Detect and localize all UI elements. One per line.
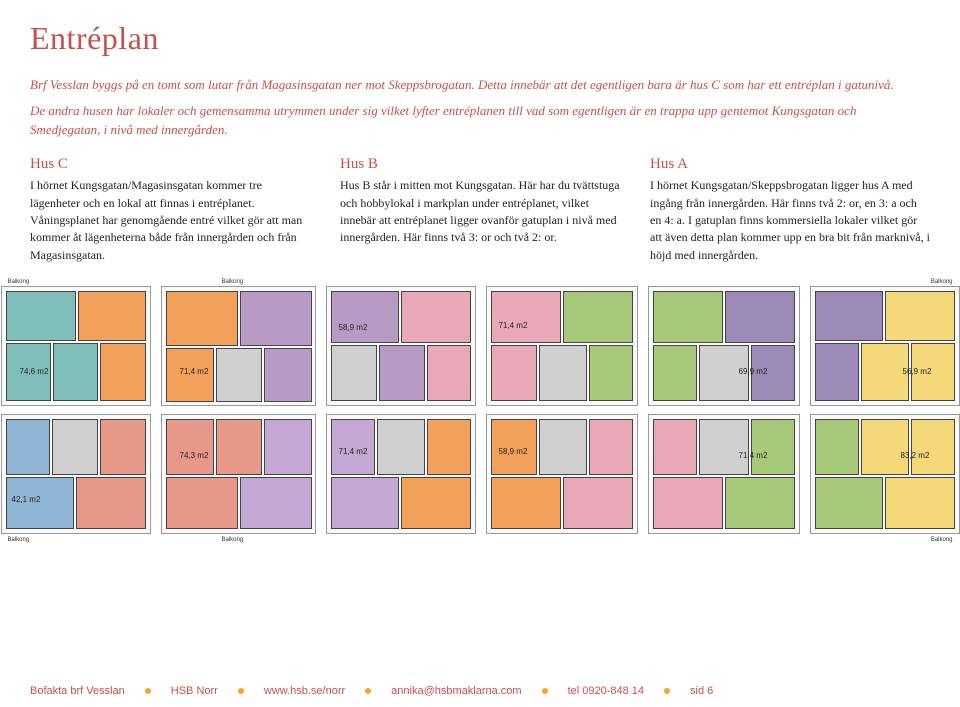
area-1d: 71,4 m2 [499,321,528,330]
floorplan-2b: 74,3 m2 Balkong [161,414,316,534]
footer-email: annika@hsbmaklarna.com [391,685,521,697]
area-2d: 58,9 m2 [499,447,528,456]
hus-a-body: I hörnet Kungsgatan/Skeppsbrogatan ligge… [650,177,930,264]
bullet-icon [664,688,670,694]
footer-url: www.hsb.se/norr [264,685,345,697]
area-2b: 74,3 m2 [180,451,209,460]
floor-row-2: 42,1 m2 Balkong 74,3 m2 Balkong 71,4 m2 [1,414,960,534]
area-1e: 69,9 m2 [739,367,768,376]
columns-container: Hus C I hörnet Kungsgatan/Magasinsgatan … [30,154,930,265]
bullet-icon [145,688,151,694]
intro-paragraph-1: Brf Vesslan byggs på en tomt som lutar f… [30,75,930,95]
column-hus-b: Hus B Hus B står i mitten mot Kungsgatan… [340,154,620,265]
column-hus-a: Hus A I hörnet Kungsgatan/Skeppsbrogatan… [650,154,930,265]
area-2f: 83,2 m2 [901,451,930,460]
floorplan-1e: 69,9 m2 [648,286,800,406]
floorplan-1a: Balkong 74,6 m2 [1,286,151,406]
column-hus-c: Hus C I hörnet Kungsgatan/Magasinsgatan … [30,154,310,265]
floorplans-container: Balkong 74,6 m2 Balkong 71,4 m2 58,9 m2 [30,286,930,534]
floorplan-1b: Balkong 71,4 m2 [161,286,316,406]
floorplan-2c: 71,4 m2 [326,414,476,534]
hus-b-body: Hus B står i mitten mot Kungsgatan. Här … [340,177,620,247]
bullet-icon [238,688,244,694]
footer-org: HSB Norr [171,685,218,697]
page-title: Entréplan [30,20,930,57]
floorplan-1d: 71,4 m2 [486,286,638,406]
floorplan-2e: 71,4 m2 [648,414,800,534]
area-2c: 71,4 m2 [339,447,368,456]
floorplan-1f: Balkong 56,9 m2 [810,286,960,406]
area-2a: 42,1 m2 [12,495,41,504]
floorplan-2d: 58,9 m2 [486,414,638,534]
floor-row-1: Balkong 74,6 m2 Balkong 71,4 m2 58,9 m2 [1,286,960,406]
footer-page: sid 6 [690,685,713,697]
floorplan-2a: 42,1 m2 Balkong [1,414,151,534]
hus-a-title: Hus A [650,154,930,176]
footer-doc-title: Bofakta brf Vesslan [30,685,125,697]
footer-phone: tel 0920-848 14 [568,685,644,697]
footer: Bofakta brf Vesslan HSB Norr www.hsb.se/… [0,685,960,697]
bullet-icon [542,688,548,694]
area-1f: 56,9 m2 [903,367,932,376]
hus-c-title: Hus C [30,154,310,176]
floorplan-1c: 58,9 m2 [326,286,476,406]
hus-c-body: I hörnet Kungsgatan/Magasinsgatan kommer… [30,177,310,264]
floorplan-2f: 83,2 m2 Balkong [810,414,960,534]
area-1b: 71,4 m2 [180,367,209,376]
area-2e: 71,4 m2 [739,451,768,460]
hus-b-title: Hus B [340,154,620,176]
area-1a: 74,6 m2 [20,367,49,376]
bullet-icon [365,688,371,694]
area-1c: 58,9 m2 [339,323,368,332]
intro-paragraph-2: De andra husen har lokaler och gemensamm… [30,101,930,140]
